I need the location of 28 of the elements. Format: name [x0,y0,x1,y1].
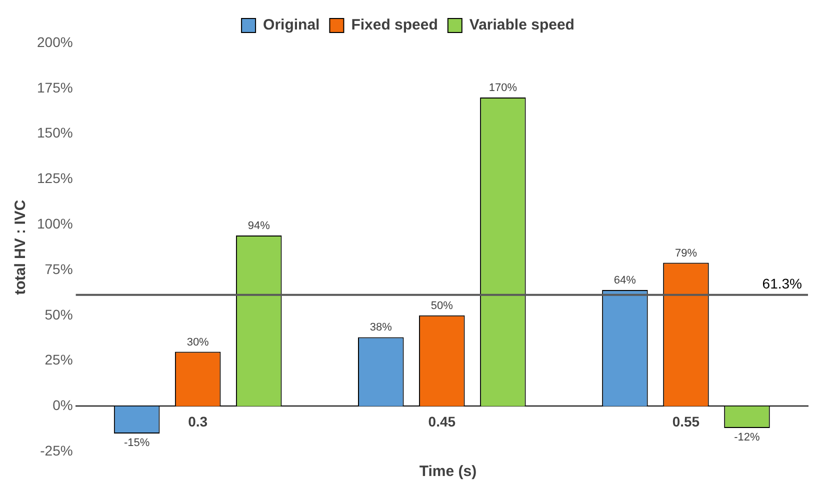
y-tick-label: 150% [36,124,73,141]
x-tick-label: 0.55 [672,413,700,430]
y-tick-label: 25% [44,352,73,368]
legend-label: Original [263,16,320,34]
y-tick-label: 175% [36,79,73,96]
data-label: 79% [674,247,698,260]
data-label: 94% [248,220,270,232]
y-tick-label: 100% [36,215,73,232]
y-tick-label: 125% [36,170,73,186]
y-tick-label: 50% [44,306,73,322]
y-tick-label: 75% [44,260,73,277]
x-axis-title: Time (s) [418,463,478,480]
ref-line-label: 61.3% [762,276,802,292]
y-tick-label: 0% [52,397,73,414]
legend-label: Fixed speed [351,16,438,34]
legend-label: Variable speed [469,16,574,34]
data-label: -15% [124,436,150,449]
y-tick-label: -25% [40,442,73,458]
data-label: 38% [370,322,392,334]
data-label: 170% [488,82,518,94]
data-label: 64% [614,274,636,287]
x-tick-label: 0.45 [428,413,456,430]
data-label: 50% [430,300,454,312]
data-label: 30% [186,336,210,348]
y-tick-label: 200% [36,34,73,50]
data-label: -12% [734,432,760,444]
x-tick-label: 0.3 [188,413,208,430]
y-axis-title: total HV : IVC [12,200,30,295]
